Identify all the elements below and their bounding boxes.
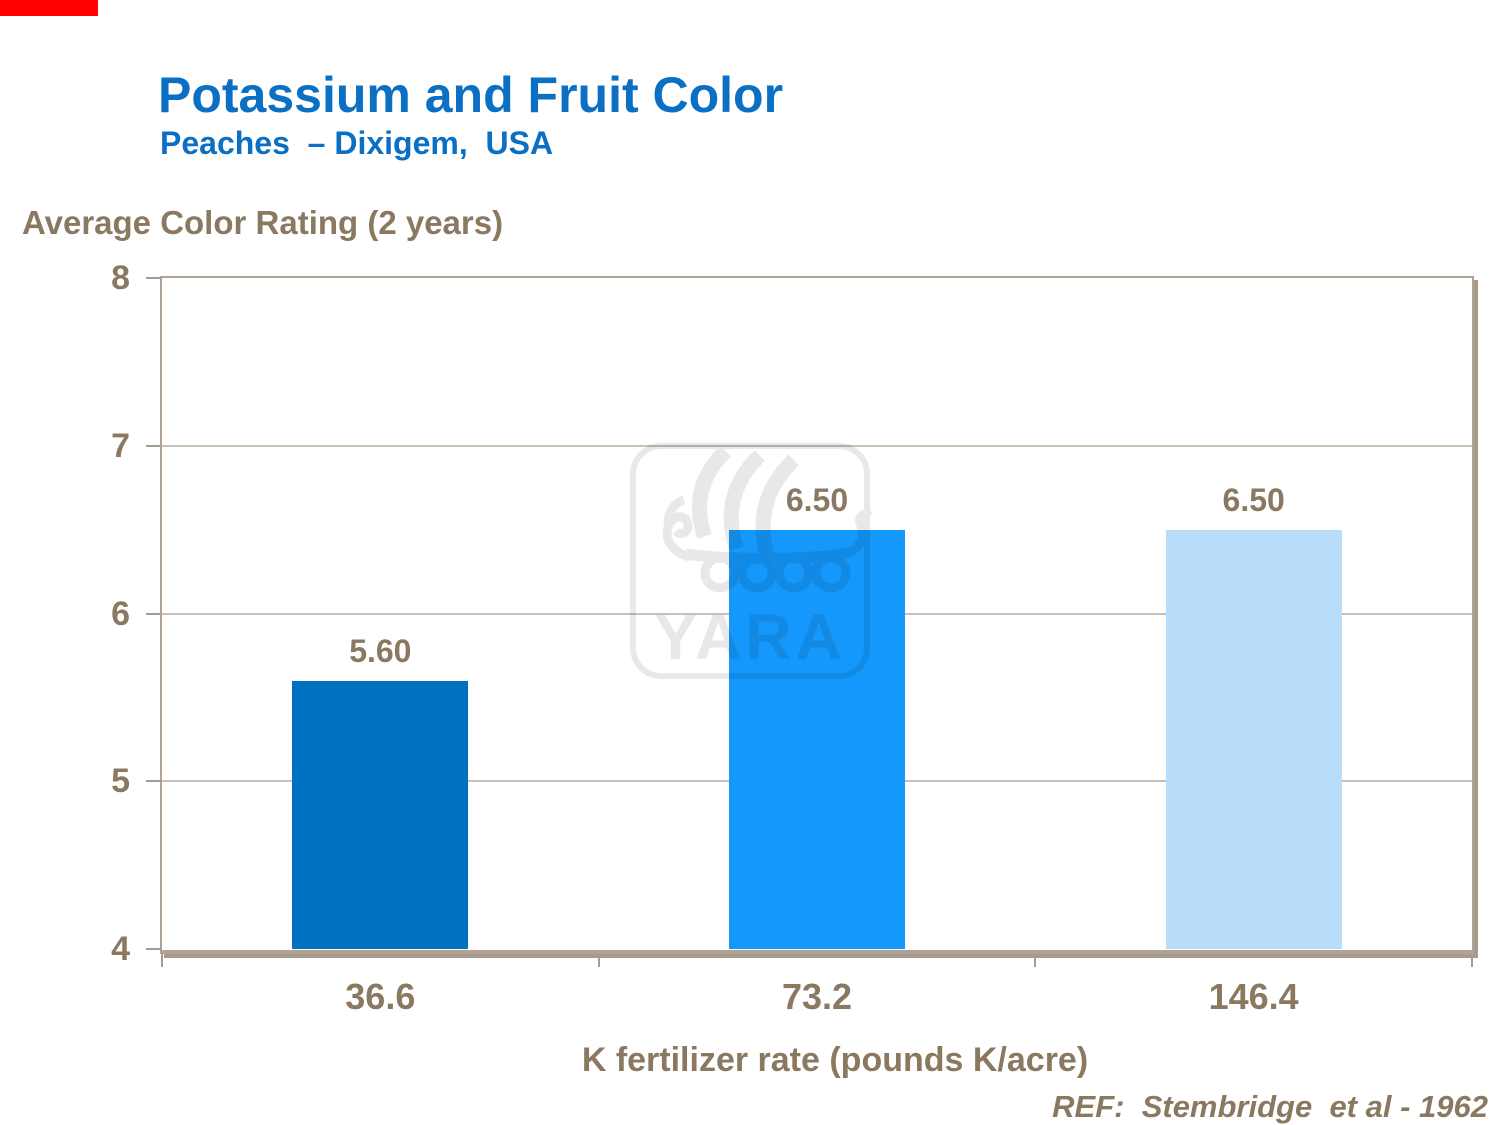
x-axis-tick-label: 146.4	[1208, 976, 1299, 1017]
y-axis-tick-label: 5	[111, 762, 130, 801]
y-axis-tick	[146, 612, 161, 615]
x-axis-tick	[1471, 954, 1473, 967]
x-axis-tick	[1034, 954, 1037, 967]
x-axis-title: K fertilizer rate (pounds K/acre)	[581, 1041, 1089, 1079]
watermark-text: YARA	[654, 601, 845, 673]
chart-subtitle: Peaches – Dixigem, USA	[160, 125, 554, 161]
bar-value-label: 6.50	[1222, 481, 1285, 518]
bar-value-label: 5.60	[349, 632, 412, 669]
x-axis-tick	[161, 954, 163, 967]
watermark-frame	[630, 443, 870, 679]
data-bar	[729, 529, 905, 949]
yara-logo-group: YARA	[630, 443, 872, 679]
y-axis-tick	[146, 444, 161, 447]
sail-arcs-icon	[691, 445, 800, 563]
red-corner-marker	[0, 0, 98, 16]
data-bar	[1165, 529, 1342, 949]
chart-title: Potassium and Fruit Color	[158, 67, 784, 123]
x-axis-tick	[597, 954, 600, 967]
y-axis-tick	[146, 780, 161, 783]
y-axis-tick-label: 6	[111, 594, 130, 633]
y-axis-tick	[146, 277, 161, 279]
y-axis-title: Average Color Rating (2 years)	[22, 204, 504, 241]
y-axis-tick	[146, 948, 161, 950]
yara-watermark-icon: YARA	[630, 443, 872, 679]
y-axis-tick-label: 4	[111, 930, 130, 968]
y-gridline	[162, 444, 1472, 447]
y-axis-tick-label: 7	[111, 426, 130, 465]
reference-text: REF: Stembridge et al - 1962	[1052, 1089, 1488, 1124]
x-axis-tick-label: 73.2	[781, 976, 853, 1017]
x-axis-tick-label: 36.6	[345, 976, 416, 1017]
viking-ship-icon	[662, 495, 872, 593]
y-axis-tick-label: 8	[111, 259, 130, 297]
data-bar	[292, 680, 469, 949]
bar-value-label: 6.50	[785, 481, 849, 518]
